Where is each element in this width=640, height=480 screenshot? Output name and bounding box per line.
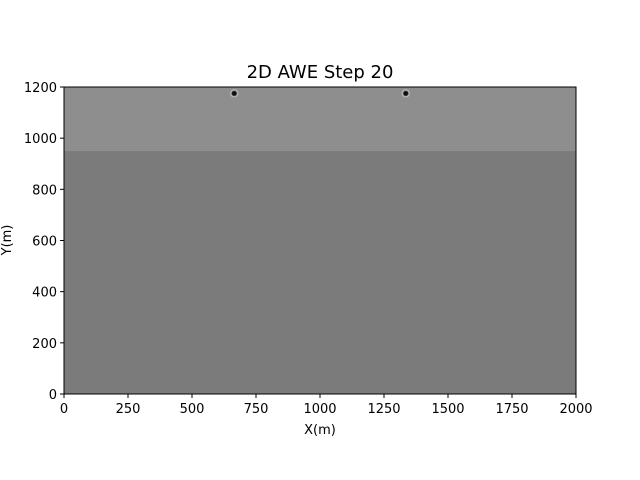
y-axis-label: Y(m) [0,225,15,257]
x-tick-label: 1000 [303,402,336,417]
wave-source-2 [401,88,411,98]
x-tick-label: 1750 [495,402,528,417]
x-axis: 0 250 500 750 1000 1250 1500 1750 2000 [60,394,593,417]
layer-2 [64,150,576,394]
chart-title: 2D AWE Step 20 [247,62,394,83]
y-axis: 0 200 400 600 800 1000 1200 [24,81,64,403]
y-tick-label: 1200 [24,81,57,96]
y-tick-label: 200 [32,337,57,352]
y-tick-label: 800 [32,183,57,198]
x-tick-label: 250 [116,402,141,417]
layer-1 [64,87,576,151]
x-tick-label: 1250 [367,402,400,417]
x-tick-label: 500 [180,402,205,417]
y-tick-label: 400 [32,286,57,301]
plot-area [63,86,577,395]
y-tick-label: 1000 [24,132,57,147]
x-tick-label: 1500 [431,402,464,417]
y-tick-label: 600 [32,235,57,250]
y-tick-label: 0 [49,388,57,403]
x-tick-label: 2000 [559,402,592,417]
x-tick-label: 750 [244,402,269,417]
x-tick-label: 0 [60,402,68,417]
x-axis-label: X(m) [304,423,336,438]
wave-source-1 [229,88,239,98]
